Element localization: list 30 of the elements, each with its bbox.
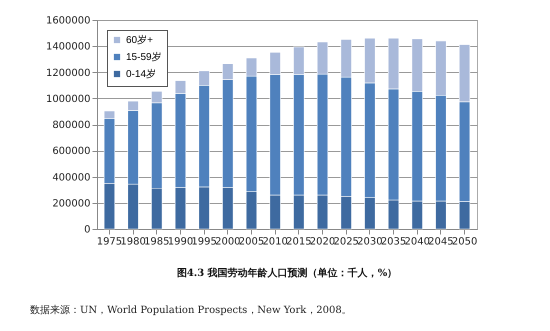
x-tick-label: 1995: [191, 236, 217, 248]
y-tick-label: 200000: [52, 198, 90, 210]
legend-label: 15-59岁: [126, 51, 162, 63]
text: 图4.3 我国劳动年龄人口预测（单位：千人，%）: [176, 267, 398, 279]
y-tick-label: 1200000: [46, 68, 90, 79]
x-tick-label: 1985: [144, 236, 170, 248]
x-tick-label: 1975: [96, 236, 122, 248]
x-tick-label: 2030: [357, 236, 383, 248]
legend-label: 60岁+: [126, 34, 154, 46]
y-tick-label: 800000: [52, 120, 90, 131]
y-tick-label: 1400000: [46, 42, 90, 53]
x-tick-label: 2010: [262, 236, 288, 248]
x-tick-label: 2040: [404, 236, 430, 248]
x-tick-label: 2045: [428, 236, 454, 248]
x-tick-label: 2050: [452, 236, 478, 248]
x-tick-label: 2020: [310, 236, 336, 248]
x-tick-label: 2025: [333, 236, 359, 248]
x-tick-label: 2005: [238, 236, 264, 248]
y-tick-label: 400000: [52, 172, 90, 184]
x-tick-label: 1990: [168, 236, 194, 248]
legend-label: 0-14岁: [126, 68, 156, 80]
x-tick-label: 1980: [120, 236, 146, 248]
y-tick-label: 1000000: [46, 94, 90, 105]
source-note: 数据来源：UN，World Population Prospects，New York，2008。: [30, 304, 352, 317]
x-tick-label: 2000: [215, 236, 241, 248]
y-tick-label: 1600000: [46, 16, 90, 26]
x-tick-label: 2035: [380, 236, 406, 248]
x-tick-label: 2015: [286, 236, 312, 248]
y-tick-label: 0: [84, 224, 90, 236]
y-tick-label: 600000: [52, 146, 90, 158]
